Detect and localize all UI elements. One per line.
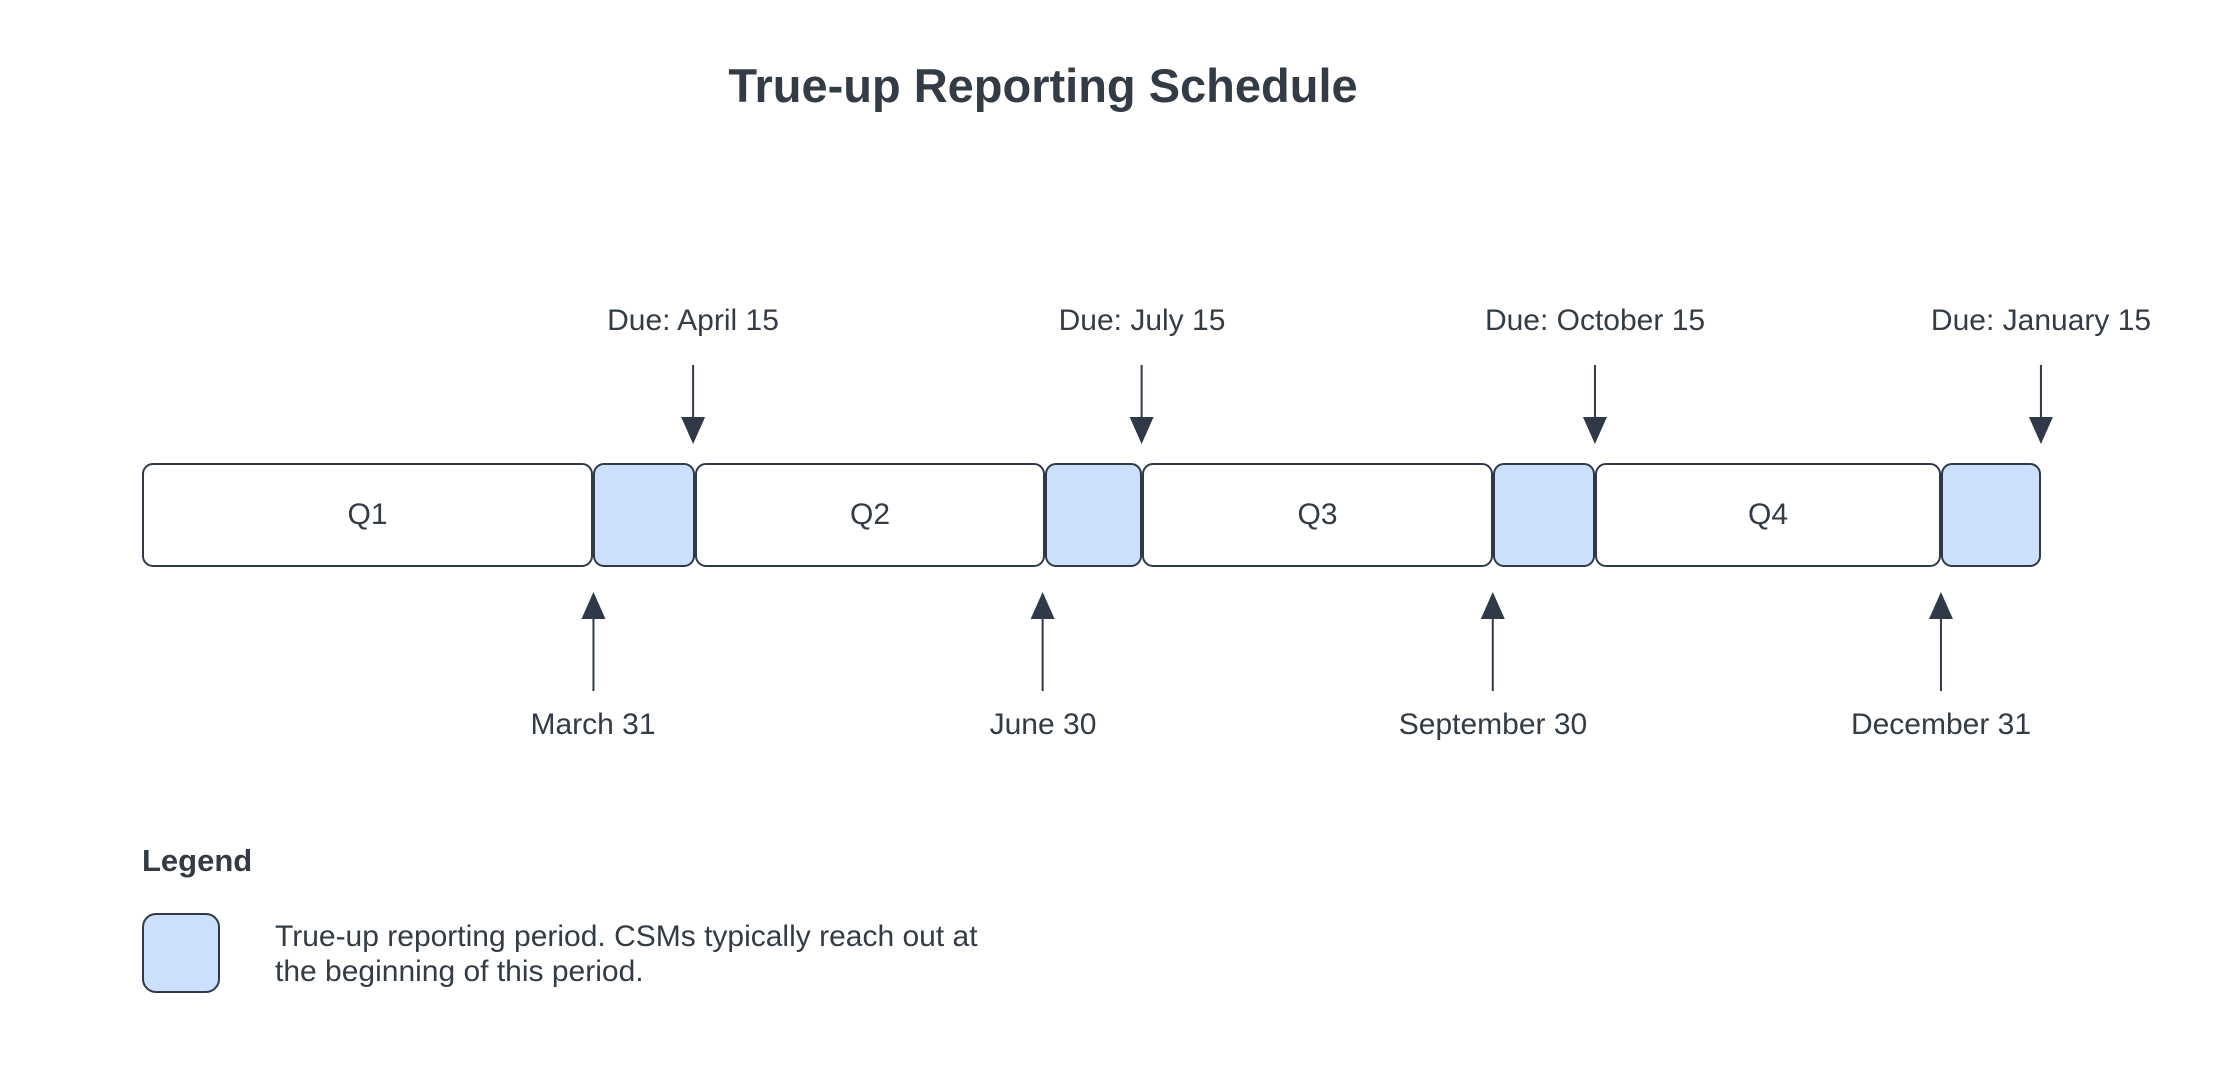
page-title: True-up Reporting Schedule (728, 59, 1358, 112)
quarter-end-label: March 31 (530, 708, 656, 741)
legend-description-line: the beginning of this period. (275, 955, 644, 988)
quarter-box-q2: Q2 (695, 463, 1045, 567)
quarter-end-label: June 30 (989, 708, 1097, 741)
arrow-down-icon (1129, 417, 1154, 444)
quarter-label: Q3 (1297, 498, 1338, 531)
arrow-shaft (1491, 619, 1494, 691)
arrow-shaft (2039, 365, 2042, 417)
quarter-end-marker-june: June 30 (989, 592, 1097, 743)
trueup-period-box-1 (593, 463, 695, 567)
quarter-label: Q2 (849, 498, 891, 531)
quarter-box-q3: Q3 (1142, 463, 1493, 567)
legend-description-line: True-up reporting period. CSMs typically… (275, 920, 978, 953)
arrow-down-icon (2028, 417, 2053, 444)
arrow-shaft (1140, 365, 1143, 417)
legend-heading: Legend (142, 843, 253, 878)
due-marker-july: Due: July 15 (1058, 303, 1226, 444)
due-marker-october: Due: October 15 (1485, 303, 1705, 444)
trueup-period-box-2 (1045, 463, 1142, 567)
arrow-shaft (592, 619, 594, 691)
due-date-label: Due: July 15 (1058, 304, 1226, 337)
legend-description: True-up reporting period. CSMs typically… (275, 919, 978, 989)
arrow-shaft (692, 365, 694, 417)
trueup-period-swatch (142, 913, 220, 993)
arrow-up-icon (581, 592, 605, 619)
due-date-label: Due: April 15 (607, 304, 779, 337)
due-marker-january: Due: January 15 (1931, 303, 2151, 444)
quarter-box-q4: Q4 (1595, 463, 1941, 567)
quarter-end-marker-march: March 31 (530, 592, 656, 743)
arrow-shaft (1594, 365, 1596, 417)
arrow-up-icon (1480, 592, 1505, 619)
quarter-end-marker-december: December 31 (1851, 592, 2031, 743)
arrow-shaft (1940, 619, 1942, 691)
quarter-end-label: September 30 (1398, 708, 1588, 741)
arrow-up-icon (1929, 592, 1953, 619)
due-date-label: Due: January 15 (1930, 304, 2152, 337)
due-date-label: Due: October 15 (1484, 304, 1706, 337)
quarter-box-q1: Q1 (142, 463, 593, 567)
arrow-shaft (1041, 619, 1044, 691)
trueup-period-box-4 (1941, 463, 2041, 567)
quarter-label: Q4 (1747, 498, 1789, 531)
trueup-period-box-3 (1493, 463, 1595, 567)
arrow-down-icon (681, 417, 705, 444)
due-marker-april: Due: April 15 (607, 303, 779, 444)
quarter-label: Q1 (347, 498, 388, 531)
arrow-down-icon (1583, 417, 1607, 444)
arrow-up-icon (1030, 592, 1055, 619)
quarter-end-marker-september: September 30 (1399, 592, 1587, 743)
timeline-bar: Q1 Q2 Q3 Q4 (142, 463, 2041, 567)
quarter-end-label: December 31 (1850, 708, 2032, 741)
legend-entry: True-up reporting period. CSMs typically… (142, 913, 978, 993)
